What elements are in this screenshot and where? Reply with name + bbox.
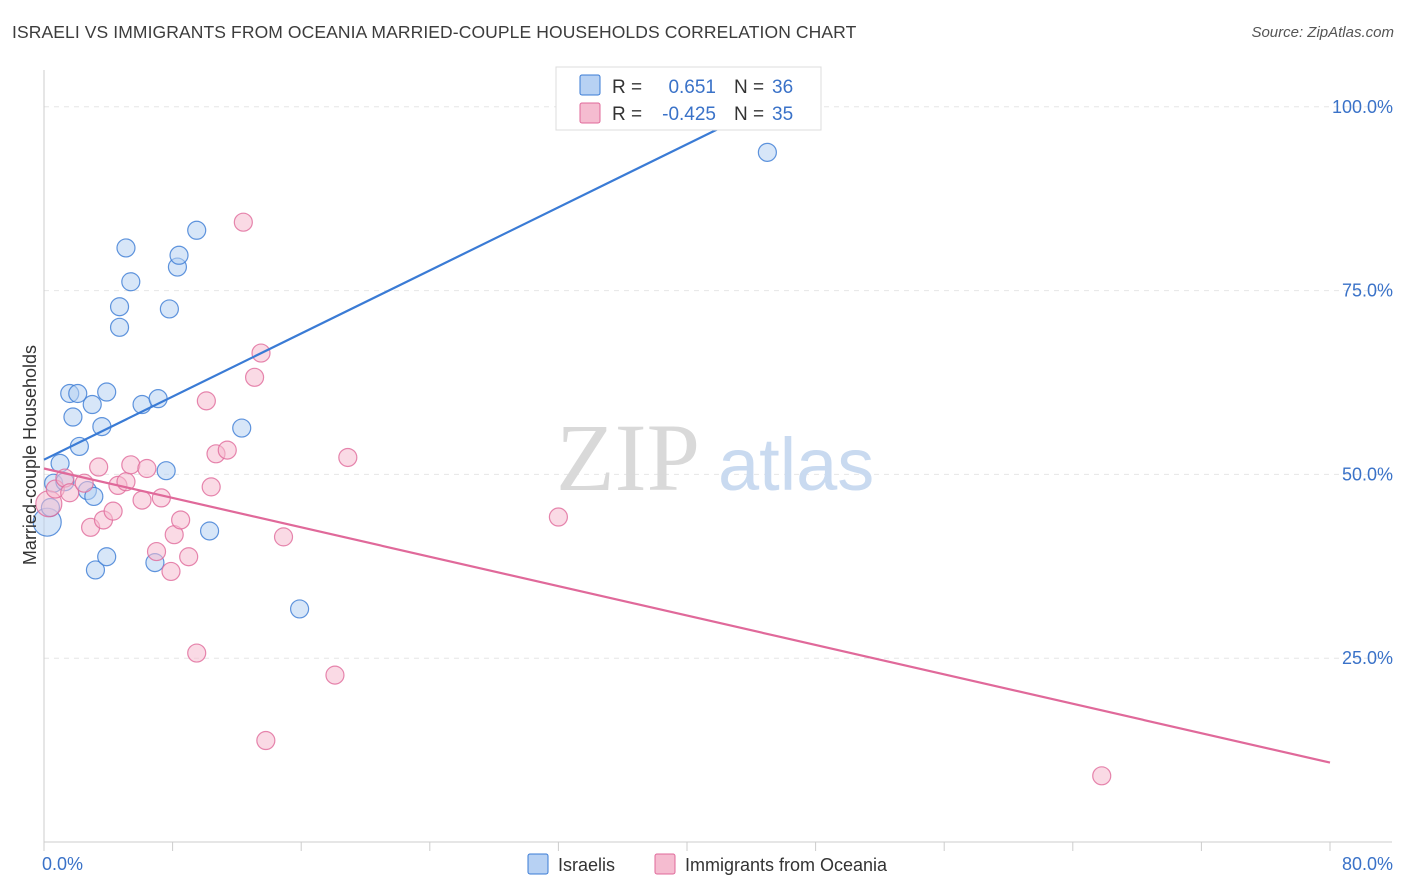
series-1-points bbox=[35, 212, 1112, 786]
series-1-point-12 bbox=[132, 490, 152, 510]
y-tick-label-0: 25.0% bbox=[1342, 648, 1393, 668]
series-1-point-15 bbox=[151, 488, 171, 508]
series-1-point-20 bbox=[187, 643, 207, 663]
series-0-point-28 bbox=[199, 521, 220, 541]
legend-swatch-oceania bbox=[579, 102, 601, 124]
series-1-point-25 bbox=[233, 212, 253, 232]
x-tick-label-min: 0.0% bbox=[42, 854, 83, 874]
series-0-point-12 bbox=[85, 560, 106, 580]
series-1-point-29 bbox=[273, 527, 294, 547]
legend-swatch-israelis bbox=[579, 74, 601, 96]
legend-r-label-2: R = bbox=[612, 104, 642, 125]
legend-n-label-1: N = bbox=[734, 77, 764, 98]
series-0-point-24 bbox=[159, 299, 179, 319]
axes-layer bbox=[43, 70, 1392, 851]
series-0-point-26 bbox=[169, 245, 189, 265]
series-1-point-26 bbox=[244, 367, 265, 387]
series-legend-label-oceania: Immigrants from Oceania bbox=[685, 855, 888, 875]
series-1-point-24 bbox=[217, 440, 237, 460]
series-0-point-17 bbox=[109, 297, 130, 317]
legend-n-label-2: N = bbox=[734, 104, 764, 125]
series-legend-label-israelis: Israelis bbox=[558, 855, 615, 875]
series-1-point-33 bbox=[1092, 766, 1112, 786]
series-0-point-32 bbox=[757, 142, 777, 162]
series-0-point-29 bbox=[232, 418, 252, 438]
series-1-point-31 bbox=[338, 447, 358, 468]
series-0-point-22 bbox=[148, 389, 168, 409]
watermark-zip: ZIP bbox=[556, 404, 700, 511]
x-tick-label-max: 80.0% bbox=[1342, 854, 1393, 874]
series-0-point-7 bbox=[68, 383, 88, 404]
series-legend-swatch-israelis bbox=[527, 853, 549, 875]
series-1-point-16 bbox=[161, 561, 181, 582]
source-label: Source: ZipAtlas.com bbox=[1251, 24, 1394, 41]
series-1-trendline bbox=[43, 467, 1331, 764]
watermark: ZIP atlas bbox=[556, 404, 874, 511]
y-tick-label-3: 100.0% bbox=[1332, 97, 1393, 117]
legend-n-value-2: 35 bbox=[772, 104, 793, 125]
chart-title: ISRAELI VS IMMIGRANTS FROM OCEANIA MARRI… bbox=[12, 22, 857, 42]
stats-legend: R = 0.651 N = 36 R = -0.425 N = 35 bbox=[555, 66, 822, 131]
series-legend: Israelis Immigrants from Oceania bbox=[527, 853, 888, 875]
series-0-trendline bbox=[43, 99, 776, 461]
series-1-point-13 bbox=[137, 458, 157, 479]
series-0-point-6 bbox=[63, 407, 83, 427]
y-axis-title: Married-couple Households bbox=[20, 345, 40, 565]
series-0-point-11 bbox=[84, 486, 104, 507]
series-1-point-8 bbox=[103, 501, 123, 521]
y-tick-label-2: 75.0% bbox=[1342, 281, 1393, 301]
legend-r-value-2: -0.425 bbox=[662, 104, 716, 125]
series-1-point-3 bbox=[60, 483, 80, 503]
series-1-point-22 bbox=[201, 477, 221, 497]
legend-r-label-1: R = bbox=[612, 77, 642, 98]
series-1-point-6 bbox=[89, 457, 109, 477]
series-1-point-18 bbox=[171, 510, 191, 530]
series-1-point-19 bbox=[179, 547, 199, 567]
y-tick-label-1: 50.0% bbox=[1342, 464, 1393, 484]
watermark-atlas: atlas bbox=[718, 423, 874, 506]
series-1-point-21 bbox=[196, 391, 216, 411]
series-0-point-15 bbox=[97, 547, 117, 567]
labels-layer: 25.0% 50.0% 75.0% 100.0% 0.0% 80.0% bbox=[42, 97, 1393, 874]
series-1-point-28 bbox=[256, 730, 276, 751]
series-0-point-16 bbox=[109, 317, 130, 337]
legend-n-value-1: 36 bbox=[772, 77, 793, 98]
series-0-point-10 bbox=[82, 394, 102, 415]
series-0-point-23 bbox=[156, 461, 176, 481]
series-1-point-32 bbox=[548, 507, 569, 527]
series-0-point-27 bbox=[187, 220, 207, 240]
series-0-point-18 bbox=[116, 238, 136, 258]
series-1-point-14 bbox=[146, 541, 167, 562]
series-1-point-30 bbox=[325, 665, 345, 685]
series-0-point-14 bbox=[97, 382, 117, 402]
series-0-point-13 bbox=[92, 416, 112, 437]
series-0-point-19 bbox=[121, 272, 141, 292]
legend-r-value-1: 0.651 bbox=[668, 77, 716, 98]
grid-layer bbox=[44, 106, 1392, 659]
series-0-point-30 bbox=[289, 599, 310, 619]
trend-layer bbox=[43, 99, 1331, 764]
series-1-point-11 bbox=[121, 455, 141, 475]
series-legend-swatch-oceania bbox=[654, 853, 676, 875]
series-0-points bbox=[32, 93, 784, 619]
